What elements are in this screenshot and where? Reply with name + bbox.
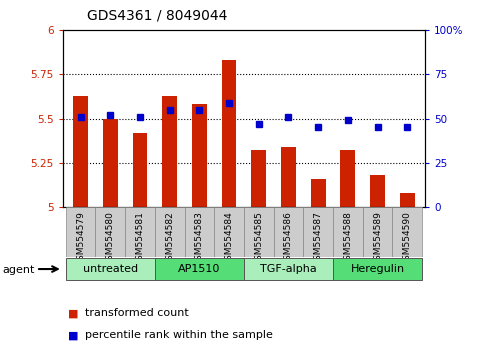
FancyBboxPatch shape [333, 258, 422, 280]
Text: GSM554587: GSM554587 [313, 211, 323, 266]
Bar [103, 119, 118, 207]
FancyBboxPatch shape [155, 207, 185, 257]
FancyBboxPatch shape [125, 207, 155, 257]
Text: GSM554583: GSM554583 [195, 211, 204, 266]
Bar [132, 133, 147, 207]
Text: GSM554589: GSM554589 [373, 211, 382, 266]
Bar [73, 96, 88, 207]
Text: untreated: untreated [83, 264, 138, 274]
Text: ■: ■ [68, 308, 78, 318]
Text: GSM554588: GSM554588 [343, 211, 352, 266]
FancyBboxPatch shape [303, 207, 333, 257]
Text: GSM554590: GSM554590 [403, 211, 412, 266]
Text: GSM554582: GSM554582 [165, 211, 174, 266]
Text: ■: ■ [68, 330, 78, 340]
Text: GSM554585: GSM554585 [254, 211, 263, 266]
Bar [281, 147, 296, 207]
Text: agent: agent [2, 265, 35, 275]
FancyBboxPatch shape [185, 207, 214, 257]
FancyBboxPatch shape [392, 207, 422, 257]
Bar [311, 179, 326, 207]
Text: GSM554584: GSM554584 [225, 211, 234, 266]
FancyBboxPatch shape [96, 207, 125, 257]
FancyBboxPatch shape [273, 207, 303, 257]
Bar [251, 150, 266, 207]
FancyBboxPatch shape [214, 207, 244, 257]
Text: GSM554579: GSM554579 [76, 211, 85, 266]
FancyBboxPatch shape [66, 258, 155, 280]
FancyBboxPatch shape [244, 207, 273, 257]
Text: GDS4361 / 8049044: GDS4361 / 8049044 [87, 9, 227, 23]
Bar [222, 60, 237, 207]
Bar [192, 104, 207, 207]
Text: Heregulin: Heregulin [351, 264, 405, 274]
FancyBboxPatch shape [155, 258, 244, 280]
Bar [400, 193, 414, 207]
Bar [162, 96, 177, 207]
Text: AP1510: AP1510 [178, 264, 221, 274]
Bar [370, 175, 385, 207]
FancyBboxPatch shape [333, 207, 363, 257]
Bar [341, 150, 355, 207]
FancyBboxPatch shape [66, 207, 96, 257]
FancyBboxPatch shape [244, 258, 333, 280]
Text: transformed count: transformed count [85, 308, 188, 318]
Text: percentile rank within the sample: percentile rank within the sample [85, 330, 272, 340]
Text: TGF-alpha: TGF-alpha [260, 264, 317, 274]
Text: GSM554581: GSM554581 [136, 211, 144, 266]
Text: GSM554580: GSM554580 [106, 211, 115, 266]
Text: GSM554586: GSM554586 [284, 211, 293, 266]
FancyBboxPatch shape [363, 207, 392, 257]
